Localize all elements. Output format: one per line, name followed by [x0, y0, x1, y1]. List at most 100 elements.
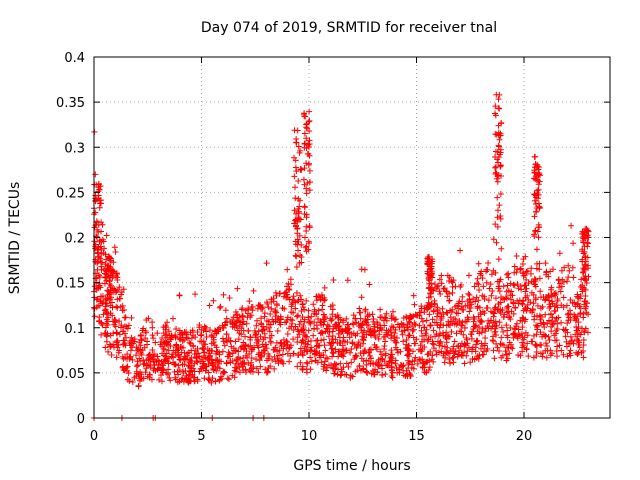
data-point	[303, 228, 310, 234]
data-point	[511, 326, 518, 333]
data-point	[107, 267, 114, 274]
data-point	[566, 267, 573, 274]
data-point	[300, 323, 307, 330]
data-point	[94, 250, 101, 257]
data-point	[567, 297, 574, 304]
data-point	[279, 351, 286, 358]
data-point	[141, 360, 148, 367]
data-point	[103, 277, 110, 284]
data-point	[133, 363, 140, 370]
data-point	[517, 266, 524, 273]
data-point	[582, 253, 589, 260]
data-point	[318, 359, 325, 366]
data-point	[581, 298, 588, 305]
data-point	[95, 302, 102, 309]
data-point	[579, 256, 586, 263]
data-point	[532, 201, 539, 208]
data-point	[146, 374, 153, 381]
data-point	[536, 266, 543, 273]
data-point	[478, 329, 485, 336]
data-point	[448, 318, 455, 325]
data-point	[113, 354, 120, 361]
data-point	[349, 373, 356, 380]
data-point	[374, 369, 381, 376]
data-point	[496, 202, 503, 209]
data-point	[487, 281, 494, 288]
data-point	[514, 297, 521, 304]
data-point	[107, 284, 114, 291]
data-point	[107, 310, 114, 317]
data-point	[552, 330, 559, 337]
data-point	[273, 309, 280, 316]
data-point	[535, 181, 542, 188]
data-point	[294, 298, 301, 305]
data-point	[427, 334, 434, 341]
data-point	[248, 304, 255, 311]
data-point	[545, 333, 552, 340]
data-point	[455, 300, 462, 307]
data-point	[198, 331, 205, 338]
data-point	[580, 235, 587, 242]
data-point	[292, 164, 299, 171]
data-point	[184, 356, 191, 363]
data-point	[535, 177, 542, 184]
data-point	[328, 336, 335, 343]
data-point	[332, 365, 339, 372]
data-point	[246, 351, 253, 358]
data-point	[388, 315, 395, 322]
data-point	[108, 352, 115, 359]
data-point	[461, 360, 468, 367]
data-point	[284, 266, 291, 273]
data-point	[229, 350, 236, 357]
data-point	[298, 259, 305, 266]
axis-tick-labels: 0 0.05 0.1 0.15 0.2 0.25 0.3 0.35 0.4 0 5 10 15 20	[56, 51, 532, 444]
data-point	[357, 315, 364, 322]
data-point	[388, 347, 395, 354]
data-point	[239, 312, 246, 319]
data-point	[463, 336, 470, 343]
data-point	[533, 246, 540, 253]
data-point	[358, 327, 365, 334]
data-point	[534, 187, 541, 194]
data-point	[330, 350, 337, 357]
data-point	[111, 344, 118, 351]
data-point	[129, 344, 136, 351]
data-point	[318, 329, 325, 336]
data-point	[530, 300, 537, 307]
data-point	[261, 347, 268, 354]
data-point	[356, 309, 363, 316]
data-point	[452, 303, 459, 310]
data-point	[389, 369, 396, 376]
data-point	[125, 369, 132, 376]
data-point	[310, 332, 317, 339]
data-point	[528, 289, 535, 296]
data-point	[491, 329, 498, 336]
data-point	[511, 269, 518, 276]
data-point	[547, 311, 554, 318]
data-point	[425, 294, 432, 301]
data-point	[472, 298, 479, 305]
data-point	[462, 341, 469, 348]
data-point	[157, 341, 164, 348]
data-point	[580, 268, 587, 275]
data-point	[381, 346, 388, 353]
data-point	[255, 369, 262, 376]
data-point	[546, 297, 553, 304]
data-point	[95, 192, 102, 199]
data-point	[576, 344, 583, 351]
data-point	[436, 288, 443, 295]
data-point	[450, 343, 457, 350]
data-point	[235, 348, 242, 355]
data-point	[94, 266, 101, 273]
data-point	[297, 166, 304, 173]
data-point	[149, 332, 156, 339]
data-point	[485, 297, 492, 304]
data-point	[552, 289, 559, 296]
data-point	[456, 347, 463, 354]
data-point	[377, 314, 384, 321]
data-point	[500, 313, 507, 320]
data-point	[543, 269, 550, 276]
data-point	[301, 318, 308, 325]
data-point	[286, 358, 293, 365]
data-point	[295, 205, 302, 212]
